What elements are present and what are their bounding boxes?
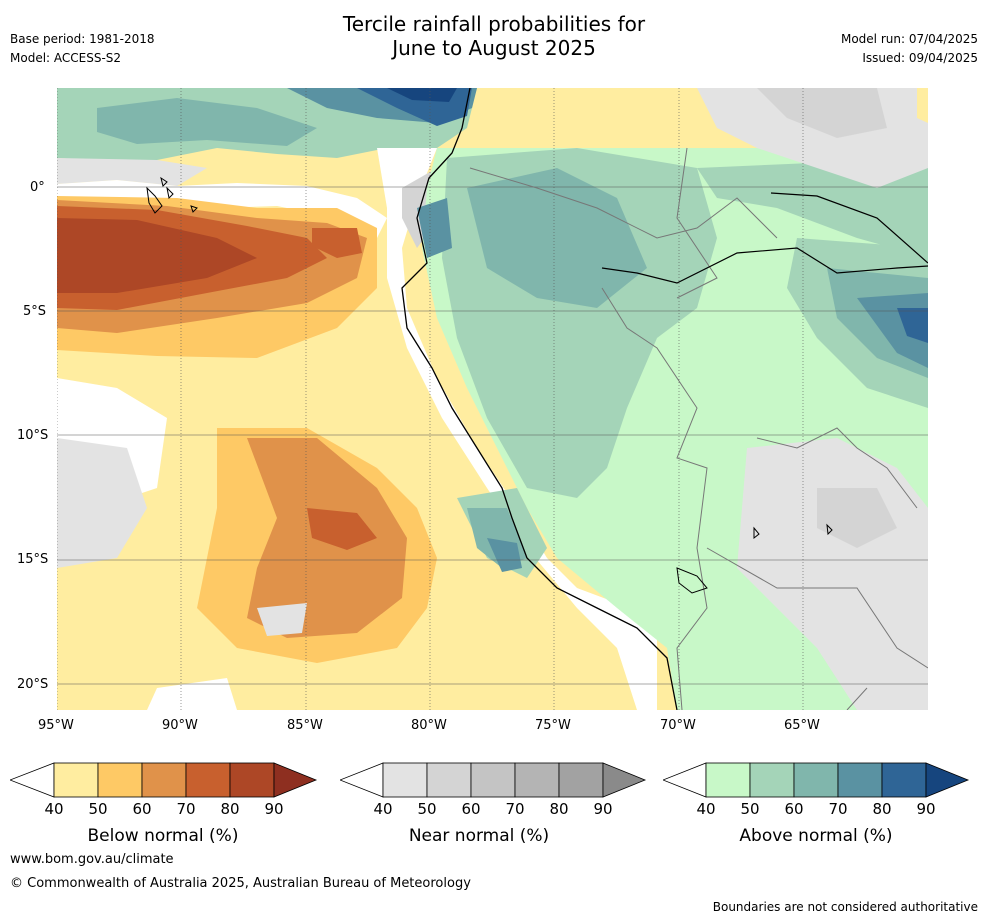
issued-label: Issued: 09/04/2025 <box>862 51 978 65</box>
colorbar-swatch <box>705 762 751 798</box>
colorbar-swatch <box>53 762 99 798</box>
colorbar-tick-label: 80 <box>872 800 892 818</box>
colorbar-swatch <box>141 762 187 798</box>
website-url: www.bom.gov.au/climate <box>10 852 174 867</box>
colorbar-tick-label: 60 <box>461 800 481 818</box>
colorbar-tick-label: 60 <box>784 800 804 818</box>
colorbar-swatch <box>749 762 795 798</box>
boundaries-disclaimer: Boundaries are not considered authoritat… <box>712 900 978 914</box>
colorbar-swatch <box>470 762 516 798</box>
colorbar-over-triangle <box>602 762 647 798</box>
colorbar-tick-label: 40 <box>44 800 64 818</box>
colorbar-tick-label: 90 <box>916 800 936 818</box>
galapagos-islands <box>146 176 198 214</box>
colorbar-tick-label: 50 <box>88 800 108 818</box>
colorbar-swatch <box>229 762 275 798</box>
lat-label-5s: 5°S <box>23 304 47 319</box>
colorbar-swatch <box>793 762 839 798</box>
lon-label-90w: 90°W <box>162 718 198 733</box>
colorbar-tick-label: 70 <box>505 800 525 818</box>
model-run-label: Model run: 07/04/2025 <box>840 32 978 46</box>
colorbar-svg <box>10 762 318 798</box>
lat-label-20s: 20°S <box>17 677 49 692</box>
colorbar-tick-label: 90 <box>264 800 284 818</box>
colorbar-tick-label: 90 <box>593 800 613 818</box>
map-title-line1: Tercile rainfall probabilities for <box>342 12 646 36</box>
colorbar-tick-label: 50 <box>740 800 760 818</box>
rainfall-map <box>57 88 928 710</box>
lon-label-65w: 65°W <box>784 718 820 733</box>
colorbar-tick-label: 70 <box>176 800 196 818</box>
model-label: Model: ACCESS-S2 <box>10 51 122 65</box>
lon-label-75w: 75°W <box>535 718 571 733</box>
colorbar-swatch <box>382 762 428 798</box>
colorbar-tick-label: 70 <box>828 800 848 818</box>
lat-label-10s: 10°S <box>17 428 49 443</box>
colorbar-swatch <box>97 762 143 798</box>
colorbar-tick-label: 80 <box>549 800 569 818</box>
colorbar-tick-label: 40 <box>373 800 393 818</box>
below-normal-south-zone <box>197 428 437 663</box>
colorbar-svg <box>663 762 970 798</box>
copyright-notice: © Commonwealth of Australia 2025, Austra… <box>10 876 471 891</box>
colorbar-near-normal-title: Near normal (%) <box>408 826 550 846</box>
graticule <box>57 88 928 710</box>
colorbar-swatch <box>514 762 560 798</box>
above-normal-north-band <box>57 88 477 186</box>
colorbar-swatch <box>881 762 927 798</box>
colorbar-below-normal-title: Below normal (%) <box>87 826 239 846</box>
lon-label-70w: 70°W <box>660 718 696 733</box>
colorbar-tick-label: 60 <box>132 800 152 818</box>
base-period-label: Base period: 1981-2018 <box>10 32 155 46</box>
colorbar-under-triangle <box>663 762 707 798</box>
colorbar-tick-label: 50 <box>417 800 437 818</box>
colorbar-over-triangle <box>925 762 970 798</box>
amazon-river <box>601 192 928 284</box>
colorbar-swatch <box>558 762 604 798</box>
colorbar-swatch <box>837 762 883 798</box>
lon-label-85w: 85°W <box>287 718 323 733</box>
colorbar-above-normal-title: Above normal (%) <box>739 826 893 846</box>
coastline <box>401 88 678 710</box>
below-normal-west-zone <box>57 196 377 358</box>
map-title-line2: June to August 2025 <box>392 36 596 60</box>
colorbar-under-triangle <box>340 762 384 798</box>
colorbar-swatch <box>426 762 472 798</box>
colorbar-under-triangle <box>10 762 55 798</box>
lon-label-80w: 80°W <box>411 718 447 733</box>
country-borders <box>469 147 928 710</box>
colorbar-over-triangle <box>273 762 318 798</box>
lon-label-95w: 95°W <box>38 718 74 733</box>
lakes <box>676 523 833 594</box>
lat-label-15s: 15°S <box>17 552 49 567</box>
colorbar-tick-label: 40 <box>696 800 716 818</box>
colorbar-swatch <box>185 762 231 798</box>
near-normal-land-zone <box>697 88 928 710</box>
colorbar-svg <box>340 762 647 798</box>
map-title: Tercile rainfall probabilities for June … <box>0 12 988 60</box>
lat-label-0: 0° <box>30 180 45 195</box>
colorbar-tick-label: 80 <box>220 800 240 818</box>
